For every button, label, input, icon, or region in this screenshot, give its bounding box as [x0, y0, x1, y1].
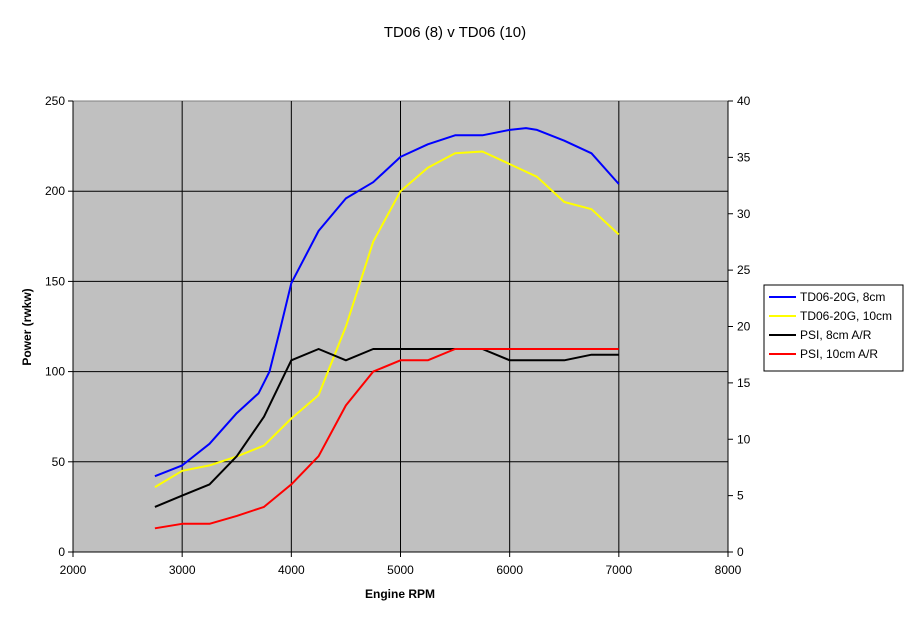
series-line-1 [154, 127, 620, 478]
y2-tick-label: 0 [737, 545, 744, 559]
y-axis-ticks: 0 50 100 150 200 250 [45, 94, 73, 559]
y-tick-label: 200 [45, 184, 65, 198]
x-tick-label: 2000 [60, 563, 87, 577]
x-tick-label: 7000 [605, 563, 632, 577]
series-line-4 [154, 348, 619, 530]
y2-tick-label: 30 [737, 207, 751, 221]
chart-title: TD06 (8) v TD06 (10) [384, 24, 526, 41]
y-tick-label: 0 [58, 545, 65, 559]
y-tick-label: 150 [45, 274, 65, 288]
legend-label: PSI, 10cm A/R [800, 347, 878, 361]
series-line-2 [154, 150, 620, 488]
x-axis-label: Engine RPM [365, 587, 435, 601]
x-tick-label: 6000 [496, 563, 523, 577]
y2-tick-label: 35 [737, 150, 751, 164]
x-tick-label: 8000 [715, 563, 742, 577]
legend: TD06-20G, 8cm TD06-20G, 10cm PSI, 8cm A/R P… [763, 284, 904, 372]
y2-tick-label: 25 [737, 263, 751, 277]
y-axis-label: Power (rwkw) [20, 288, 34, 365]
x-axis-ticks: 2000 3000 4000 5000 6000 7000 8000 [60, 552, 742, 577]
y2-tick-label: 15 [737, 376, 751, 390]
y2-tick-label: 40 [737, 94, 751, 108]
y-tick-label: 250 [45, 94, 65, 108]
x-tick-label: 5000 [387, 563, 414, 577]
legend-label: PSI, 8cm A/R [800, 328, 872, 342]
y-tick-label: 50 [52, 455, 66, 469]
legend-box [763, 284, 904, 372]
series-lines [154, 127, 620, 530]
legend-label: TD06-20G, 10cm [800, 309, 892, 323]
y-tick-label: 100 [45, 365, 65, 379]
series-line-3 [154, 348, 619, 508]
legend-label: TD06-20G, 8cm [800, 290, 885, 304]
x-tick-label: 4000 [278, 563, 305, 577]
y2-tick-label: 10 [737, 432, 751, 446]
y2-tick-label: 20 [737, 320, 751, 334]
y2-axis-ticks: 0 5 10 15 20 25 30 35 40 [728, 94, 751, 559]
y2-tick-label: 5 [737, 489, 744, 503]
x-tick-label: 3000 [169, 563, 196, 577]
